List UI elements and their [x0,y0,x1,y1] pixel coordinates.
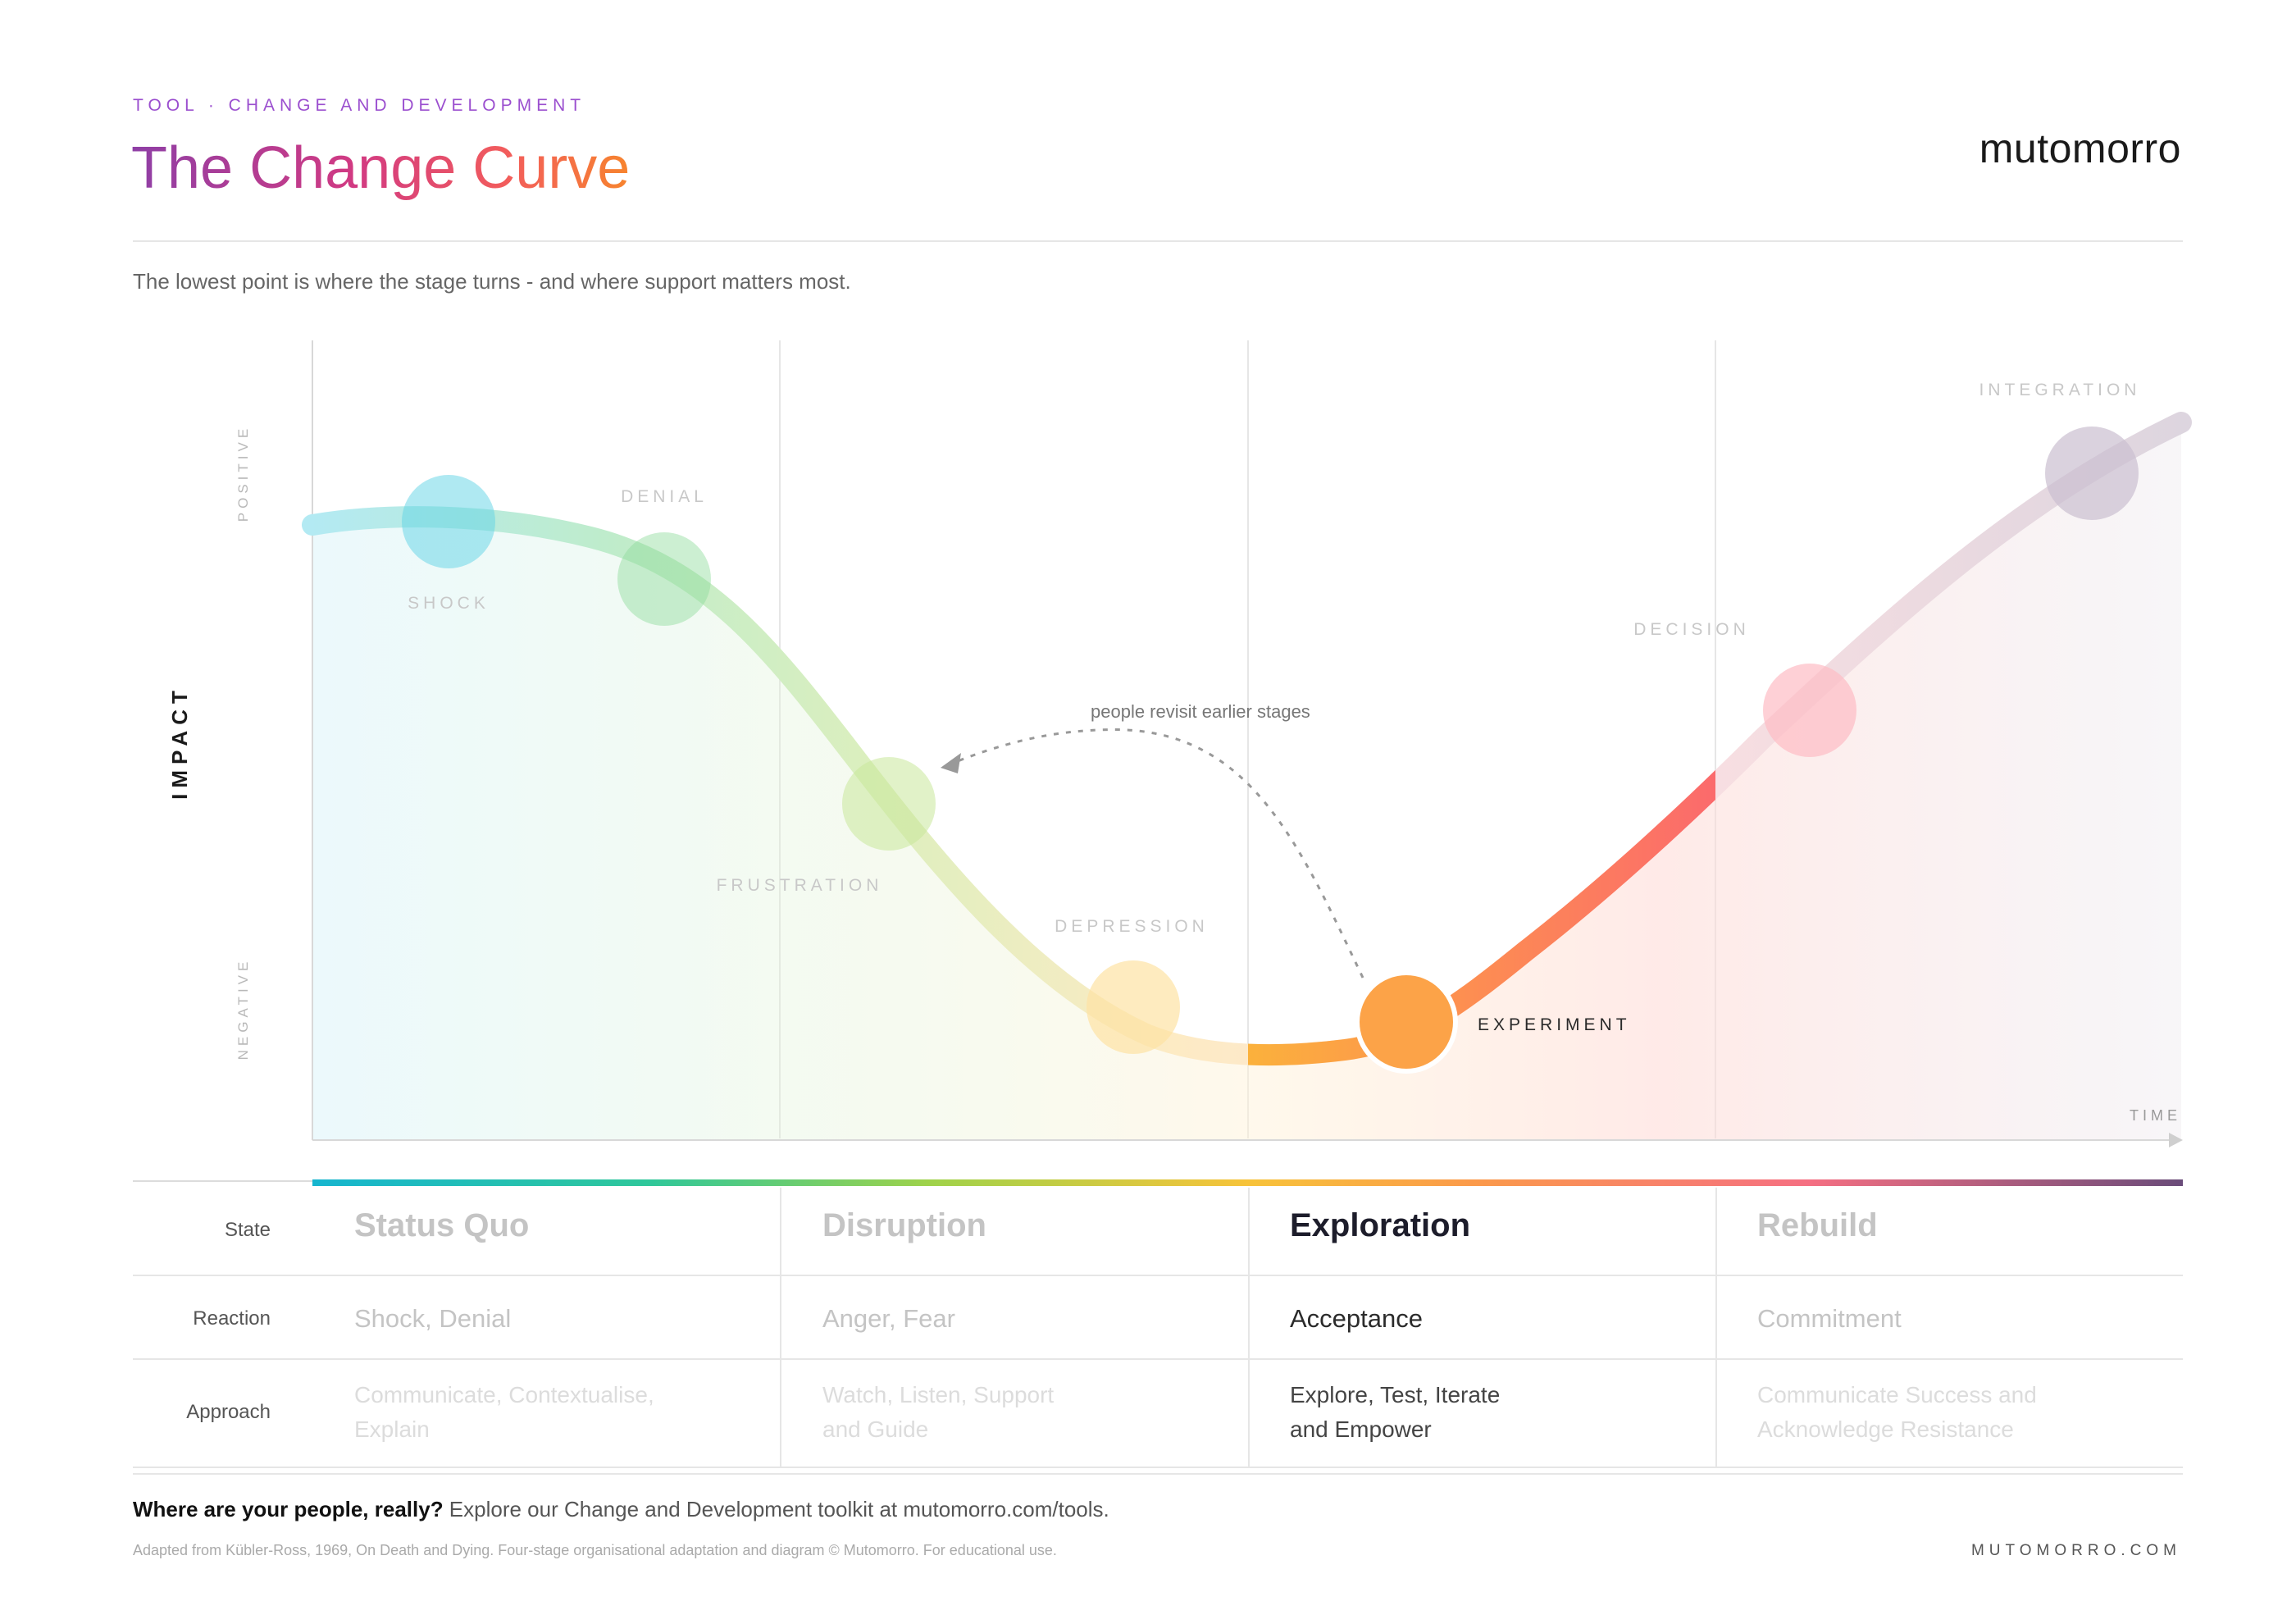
stage-marker-integration[interactable] [2045,427,2139,520]
page-subtitle: The lowest point is where the stage turn… [133,269,851,294]
stage-marker-experiment[interactable] [1355,970,1458,1074]
y-positive-label: POSITIVE [235,425,251,522]
table-row-approach: Approach Communicate, Contextualise, Exp… [133,1360,2183,1467]
footer-cta-text: Explore our Change and Development toolk… [443,1497,1109,1521]
state-rebuild: Rebuild [1757,1207,1878,1243]
stage-label-experiment: EXPERIMENT [1478,1015,1631,1034]
stage-label-decision: DECISION [1633,620,1750,639]
stage-marker-frustration[interactable] [842,757,936,851]
table-divider-2 [1248,1188,1250,1467]
eyebrow-label: TOOL · CHANGE AND DEVELOPMENT [133,96,586,115]
row-label-approach: Approach [186,1401,271,1423]
stage-marker-denial[interactable] [617,532,711,626]
reaction-rebuild: Commitment [1757,1304,1902,1333]
stage-label-denial: DENIAL [621,487,708,506]
curve-area-fill [312,422,2181,1140]
header-divider [133,240,2183,242]
reaction-exploration: Acceptance [1290,1304,1423,1333]
revisit-annotation: people revisit earlier stages [1091,701,1310,722]
footer-url-link[interactable]: MUTOMORRO.COM [1970,1542,2181,1559]
reaction-status-quo: Shock, Denial [354,1304,512,1333]
table-rule-2 [133,1358,2183,1360]
state-disruption: Disruption [822,1207,986,1243]
table-row-reaction: Reaction Shock, Denial Anger, Fear Accep… [133,1276,2183,1358]
state-status-quo: Status Quo [354,1207,530,1243]
state-exploration: Exploration [1290,1207,1471,1243]
brand-logo[interactable]: mutomorro [1979,125,2181,171]
table-divider-3 [1715,1188,1717,1467]
footer-attribution: Adapted from Kübler-Ross, 1969, On Death… [133,1542,1057,1558]
revisit-arrow-head-icon [941,753,961,773]
stage-marker-depression[interactable] [1086,960,1180,1054]
footer-cta-bold: Where are your people, really? [133,1497,444,1521]
stage-label-frustration: FRUSTRATION [717,876,883,895]
timeline-gradient-bar [312,1179,2183,1186]
change-curve-diagram: IMPACT POSITIVE NEGATIVE TIME people rev… [133,340,2192,1186]
x-axis-label: TIME [2130,1107,2181,1124]
approach-rebuild: Communicate Success and Acknowledge Resi… [1757,1382,2037,1442]
approach-exploration: Explore, Test, Iterate and Empower [1290,1382,1501,1442]
stage-label-integration: INTEGRATION [1979,381,2141,399]
approach-disruption: Watch, Listen, Support and Guide [822,1382,1055,1442]
table-rule-1 [133,1275,2183,1276]
table-rule-3 [133,1467,2183,1468]
revisit-arrow-line [942,728,1364,979]
table-row-state: State Status Quo Disruption Exploration … [133,1188,2183,1275]
y-negative-label: NEGATIVE [235,958,251,1061]
stage-marker-decision[interactable] [1763,664,1856,757]
x-axis-arrow-icon [2169,1133,2183,1147]
stage-label-depression: DEPRESSION [1055,917,1209,936]
row-label-reaction: Reaction [193,1307,271,1330]
approach-status-quo: Communicate, Contextualise, Explain [354,1382,654,1442]
table-divider-1 [780,1188,781,1467]
stage-label-shock: SHOCK [408,594,490,613]
y-axis-label: IMPACT [167,685,192,800]
page-title: The Change Curve [131,131,630,205]
footer-cta[interactable]: Where are your people, really? Explore o… [133,1497,1109,1522]
table-rule-4 [133,1473,2183,1475]
stage-marker-shock[interactable] [402,475,495,568]
row-label-state: State [224,1219,271,1241]
reaction-disruption: Anger, Fear [822,1304,955,1333]
